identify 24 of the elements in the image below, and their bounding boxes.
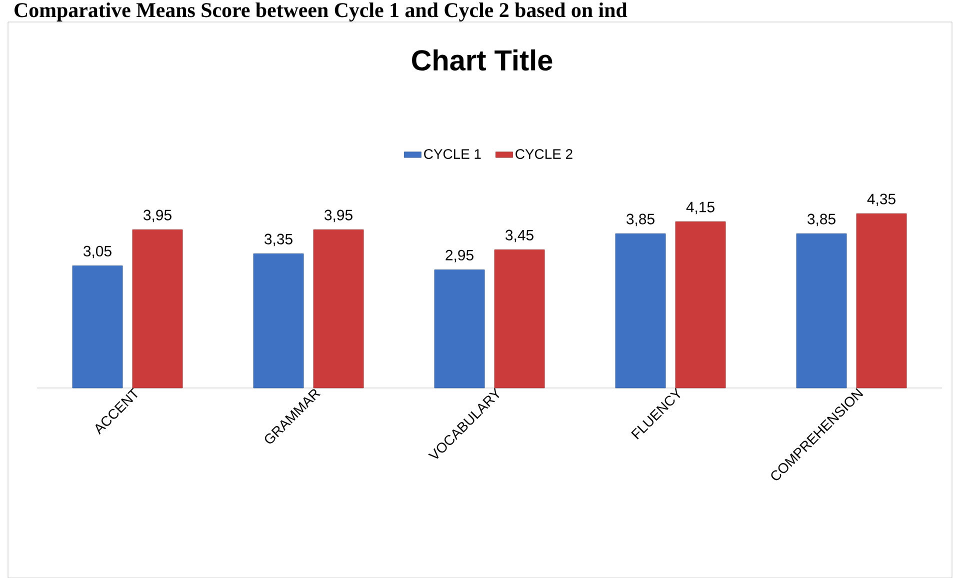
- data-label: 3,85: [808, 214, 836, 226]
- data-label: 3,95: [324, 210, 352, 222]
- data-label: 2,95: [446, 250, 474, 262]
- data-label: 3,85: [626, 214, 654, 226]
- data-label: 3,45: [506, 230, 534, 242]
- bar: [675, 221, 726, 388]
- bar: [72, 266, 123, 388]
- text: Comparative Means Score between Cycle 1 and Cycle 2 based on ind: [14, 2, 628, 22]
- data-label: 4,15: [686, 202, 714, 214]
- legend-label: CYCLE 2: [516, 149, 572, 159]
- bar: [434, 270, 485, 388]
- bar: [615, 233, 666, 388]
- bar: [856, 213, 907, 388]
- bar: [253, 253, 304, 388]
- data-label: 4,35: [867, 194, 896, 206]
- legend-label: CYCLE 1: [424, 149, 481, 159]
- data-label: 3,05: [84, 246, 112, 258]
- chart-title: Chart Title: [412, 49, 552, 71]
- bar: [494, 249, 545, 388]
- data-label: 3,35: [264, 234, 292, 246]
- bar: [132, 229, 183, 388]
- data-label: 3,95: [144, 210, 172, 222]
- bar: [313, 229, 364, 388]
- bar: [796, 233, 847, 388]
